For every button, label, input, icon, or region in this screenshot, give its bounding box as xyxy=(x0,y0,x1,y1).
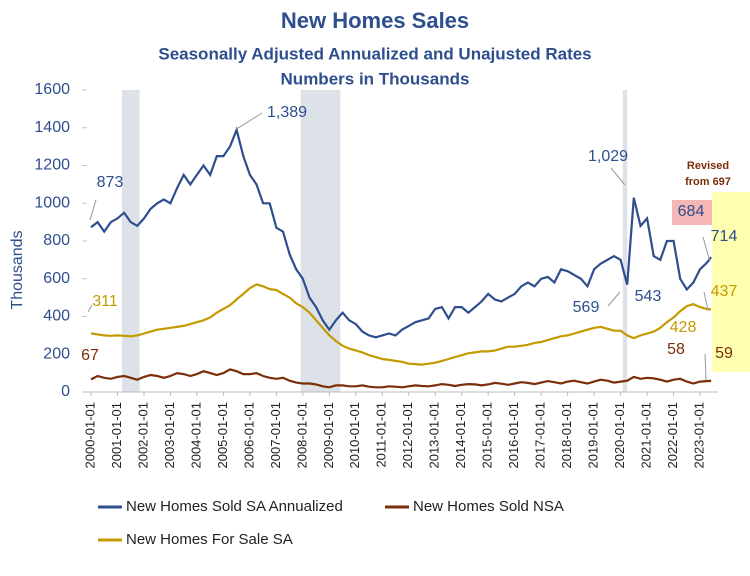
x-tick-label: 2022-01-01 xyxy=(665,402,680,469)
recession-band xyxy=(300,90,341,392)
leader-line xyxy=(87,304,93,313)
leader-line xyxy=(89,199,97,221)
x-tick-label: 2015-01-01 xyxy=(480,402,495,469)
x-tick-label: 2007-01-01 xyxy=(268,402,283,469)
x-tick-label: 2021-01-01 xyxy=(639,402,654,469)
y-tick-label: 200 xyxy=(43,345,70,362)
annotation: 1,029 xyxy=(588,148,628,165)
annotation: 873 xyxy=(97,174,124,191)
chart-subtitle: Numbers in Thousands xyxy=(281,69,470,88)
x-tick-label: 2018-01-01 xyxy=(559,402,574,469)
x-tick-label: 2004-01-01 xyxy=(188,402,203,469)
annotation: 1,389 xyxy=(267,104,307,121)
x-tick-label: 2012-01-01 xyxy=(400,402,415,469)
recession-band xyxy=(622,90,628,392)
leader-line xyxy=(607,291,621,307)
plot-area xyxy=(82,89,718,396)
annotation: 311 xyxy=(92,293,118,310)
leader-line xyxy=(704,353,707,381)
x-tick-label: 2013-01-01 xyxy=(427,402,442,469)
leader-line xyxy=(610,167,626,186)
revision-box xyxy=(672,200,712,225)
annotation: 569 xyxy=(573,299,600,316)
legend-label: New Homes For Sale SA xyxy=(126,531,293,548)
annotation: Revised xyxy=(687,160,729,172)
y-tick-label: 600 xyxy=(43,270,70,287)
x-tick-label: 2005-01-01 xyxy=(215,402,230,469)
y-tick-label: 1400 xyxy=(34,119,70,136)
x-tick-label: 2011-01-01 xyxy=(374,402,389,468)
x-tick-label: 2003-01-01 xyxy=(162,402,177,469)
x-tick-label: 2008-01-01 xyxy=(294,402,309,469)
highlight-box xyxy=(712,192,750,372)
recession-band xyxy=(121,90,140,392)
annotation: 428 xyxy=(670,319,697,336)
annotation: 67 xyxy=(81,347,99,364)
x-tick-label: 2010-01-01 xyxy=(347,402,362,469)
x-tick-label: 2000-01-01 xyxy=(82,402,97,469)
chart-title: New Homes Sales xyxy=(281,8,469,33)
chart-subtitle: Seasonally Adjusted Annualized and Unaju… xyxy=(158,44,591,63)
leader-line xyxy=(703,291,709,311)
y-axis-label: Thousands xyxy=(9,230,26,309)
y-tick-label: 0 xyxy=(61,383,70,400)
annotation: 58 xyxy=(667,341,685,358)
series-line xyxy=(90,283,712,366)
x-tick-label: 2017-01-01 xyxy=(533,402,548,469)
x-tick-label: 2009-01-01 xyxy=(321,402,336,469)
series-line xyxy=(90,126,712,339)
annotation: 684 xyxy=(678,203,705,220)
x-tick-label: 2019-01-01 xyxy=(586,402,601,469)
y-tick-label: 400 xyxy=(43,308,70,325)
x-tick-label: 2014-01-01 xyxy=(453,402,468,469)
x-tick-label: 2016-01-01 xyxy=(506,402,521,469)
x-tick-label: 2020-01-01 xyxy=(612,402,627,469)
legend-label: New Homes Sold NSA xyxy=(413,498,564,515)
x-tick-label: 2002-01-01 xyxy=(135,402,150,469)
annotation: 59 xyxy=(715,345,733,362)
y-tick-label: 1000 xyxy=(34,194,70,211)
x-tick-label: 2023-01-01 xyxy=(691,402,706,469)
x-tick-label: 2001-01-01 xyxy=(109,402,124,469)
y-tick-label: 1200 xyxy=(34,157,70,174)
annotation: 437 xyxy=(711,283,738,300)
annotation: 714 xyxy=(711,228,738,245)
annotation: from 697 xyxy=(685,176,731,188)
legend-label: New Homes Sold SA Annualized xyxy=(126,498,343,515)
x-tick-label: 2006-01-01 xyxy=(241,402,256,469)
leader-line xyxy=(702,236,711,263)
annotation: 543 xyxy=(635,288,662,305)
leader-line xyxy=(234,112,263,131)
y-tick-label: 1600 xyxy=(34,81,70,98)
series-line xyxy=(90,368,712,389)
y-tick-label: 800 xyxy=(43,232,70,249)
